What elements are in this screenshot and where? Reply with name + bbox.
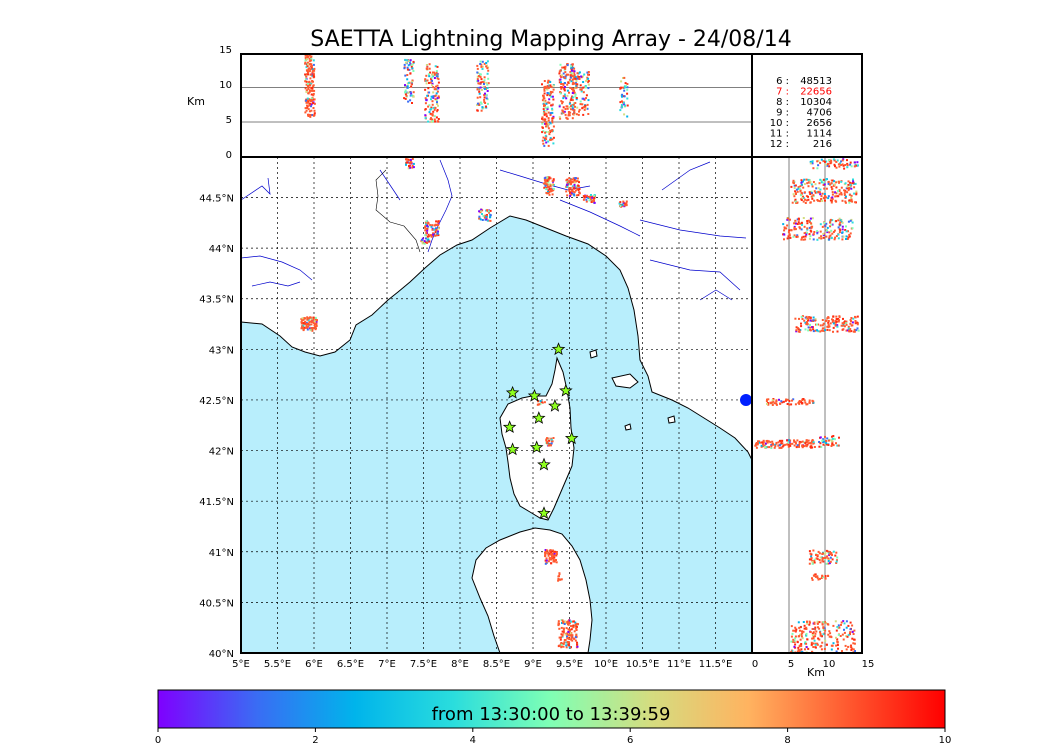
count-value: 2656 — [807, 118, 832, 129]
alt-bottom-tick-label: 10 — [823, 659, 836, 670]
colorbar-tick-label: 4 — [470, 735, 476, 746]
count-value: 10304 — [800, 97, 832, 108]
colorbar-tick-label: 6 — [627, 735, 633, 746]
colorbar-tick-label: 0 — [155, 735, 161, 746]
longitude-ticks: 5°E 5.5°E 6°E 6.5°E 7°E 7.5°E 8°E 8.5°E 9°E 9.5°E… — [232, 659, 732, 670]
lat-tick-label: 43.5°N — [199, 295, 234, 306]
alt-tick-label: 15 — [219, 45, 232, 56]
station-star-icon — [559, 383, 573, 397]
count-label: 12 : — [770, 139, 789, 150]
altitude-axis-label: Km — [187, 95, 205, 108]
alt-tick-label: 5 — [226, 115, 232, 126]
count-label: 7 : — [776, 87, 789, 98]
lat-tick-label: 41.5°N — [199, 497, 234, 508]
count-label: 11 : — [770, 129, 789, 140]
altitude-bottom-ticks: 0 5 10 15 — [752, 659, 875, 670]
station-star-icon — [548, 398, 562, 412]
count-value: 48513 — [800, 76, 832, 87]
lat-tick-label: 42°N — [209, 447, 234, 458]
lat-tick-label: 44°N — [209, 244, 234, 255]
lon-tick-label: 8°E — [451, 659, 469, 670]
lon-tick-label: 11°E — [667, 659, 691, 670]
lat-tick-label: 42.5°N — [199, 396, 234, 407]
lon-tick-label: 6°E — [305, 659, 323, 670]
lat-tick-label: 40.5°N — [199, 598, 234, 609]
alt-bottom-tick-label: 5 — [788, 659, 794, 670]
sardinia-island — [471, 527, 593, 653]
lightning-clusters-map — [300, 158, 628, 649]
station-star-icon — [537, 457, 551, 471]
count-label: 8 : — [776, 97, 789, 108]
lon-tick-label: 7.5°E — [410, 659, 437, 670]
station-star-icon — [505, 442, 520, 456]
count-value: 216 — [813, 139, 832, 150]
colorbar-label: from 13:30:00 to 13:39:59 — [432, 704, 671, 725]
station-star-icon — [505, 385, 520, 399]
lat-tick-label: 40°N — [209, 649, 234, 660]
map-panel — [240, 156, 753, 654]
station-star-icon — [527, 388, 542, 402]
station-markers — [502, 342, 579, 520]
lat-tick-label: 44.5°N — [199, 193, 234, 204]
station-star-icon — [564, 431, 579, 445]
station-star-icon — [537, 506, 551, 520]
lon-tick-label: 11.5°E — [699, 659, 733, 670]
count-label: 6 : — [776, 76, 789, 87]
time-colorbar: from 13:30:00 to 13:39:59 0 2 4 6 8 10 — [155, 689, 952, 746]
lon-tick-label: 10°E — [594, 659, 618, 670]
figure-title: SAETTA Lightning Mapping Array - 24/08/1… — [310, 27, 791, 52]
station-star-icon — [502, 420, 517, 433]
alt-bottom-tick-label: 0 — [752, 659, 758, 670]
lon-tick-label: 9.5°E — [556, 659, 583, 670]
altitude-ticks: 15 10 5 0 — [219, 45, 232, 161]
count-label: 10 : — [770, 118, 789, 129]
colorbar-tick-label: 10 — [939, 735, 952, 746]
lon-tick-label: 10.5°E — [626, 659, 660, 670]
count-value: 22656 — [800, 87, 832, 98]
lat-tick-label: 41°N — [209, 548, 234, 559]
rivers — [241, 159, 747, 301]
latitude-ticks: 44.5°N 44°N 43.5°N 43°N 42.5°N 42°N 41.5°N 41°N… — [199, 193, 234, 660]
colorbar-tick-label: 8 — [784, 735, 790, 746]
altitude-longitude-panel — [240, 53, 753, 158]
alt-tick-label: 0 — [226, 150, 232, 161]
count-value: 4706 — [807, 108, 832, 119]
alt-tick-label: 10 — [219, 80, 232, 91]
count-value: 1114 — [807, 129, 832, 140]
lon-tick-label: 6.5°E — [337, 659, 364, 670]
altitude-latitude-panel — [751, 156, 863, 654]
count-label: 9 : — [776, 108, 789, 119]
lon-tick-label: 5°E — [232, 659, 250, 670]
colorbar-tick-label: 2 — [312, 735, 318, 746]
lon-tick-label: 8.5°E — [483, 659, 510, 670]
lat-tick-label: 43°N — [209, 345, 234, 356]
station-star-icon — [529, 440, 544, 454]
lon-tick-label: 7°E — [378, 659, 396, 670]
station-star-icon — [532, 411, 546, 424]
sea-area — [241, 215, 752, 653]
lon-tick-label: 5.5°E — [264, 659, 291, 670]
lon-tick-label: 9°E — [524, 659, 542, 670]
alt-bottom-tick-label: 15 — [862, 659, 875, 670]
altitude-bottom-label: Km — [807, 666, 825, 679]
station-star-icon — [551, 342, 566, 356]
